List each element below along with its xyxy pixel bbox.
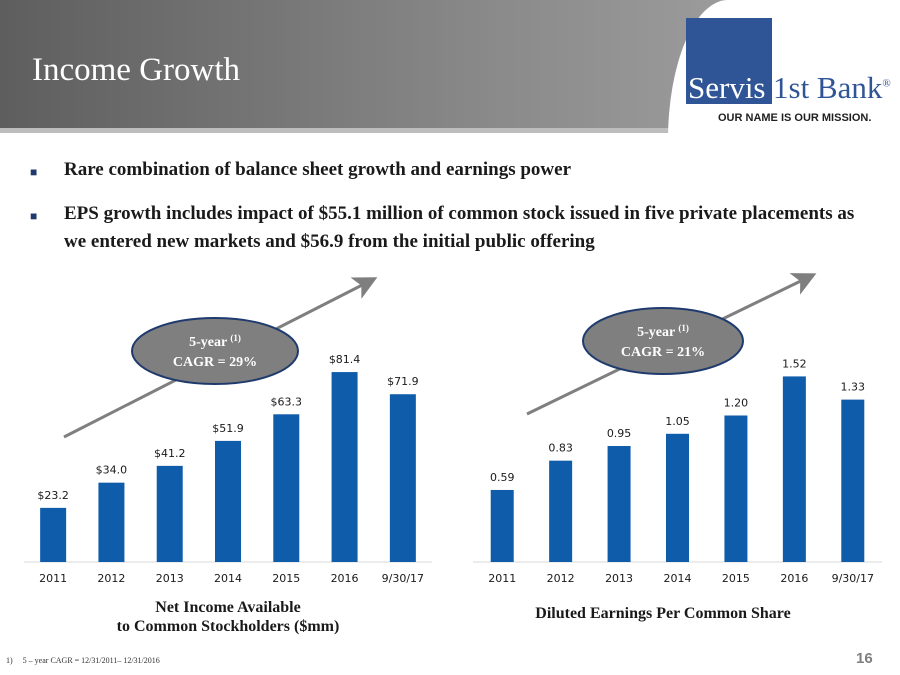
page-number: 16 — [856, 650, 873, 667]
chart2-bar-2014 — [666, 433, 689, 562]
logo-square — [686, 18, 772, 104]
chart2-data-label-9/30/17: 1.33 — [841, 381, 866, 394]
chart2-data-label-2015: 1.20 — [724, 396, 749, 409]
chart1-tick-label-9/30/17: 9/30/17 — [382, 572, 424, 585]
chart2-tick-label-2016: 2016 — [780, 572, 808, 585]
chart2-bar-2016 — [782, 376, 806, 562]
chart1-data-label-2012: $34.0 — [96, 464, 128, 477]
chart2-tick-label-2014: 2014 — [664, 572, 692, 585]
footnote: 1) 5 – year CAGR = 12/31/2011– 12/31/201… — [6, 656, 160, 665]
chart2-bar-2015 — [724, 415, 748, 562]
chart1-data-label-9/30/17: $71.9 — [387, 375, 419, 388]
chart2-data-label-2016: 1.52 — [782, 357, 807, 370]
chart2-cagr-line2: CAGR = 21% — [621, 345, 705, 360]
chart1-cagr-line2: CAGR = 29% — [173, 355, 257, 370]
bullet-square-icon: ■ — [30, 165, 38, 179]
chart2-axis-title-line-1: Diluted Earnings Per Common Share — [535, 605, 790, 622]
logo-name-part1: Servis — [688, 70, 766, 105]
chart1-bar-2016 — [331, 372, 358, 562]
chart1-bar-2011 — [40, 507, 67, 562]
chart1-bar-9/30/17 — [389, 394, 416, 562]
chart2-cagr-line1: 5-year (1) — [637, 323, 689, 340]
chart2-cagr-ellipse — [582, 307, 744, 375]
footnote-marker: 1) — [6, 656, 13, 665]
logo-bank-text: 1st Bank — [773, 70, 883, 105]
chart2-bar-2013 — [607, 446, 631, 562]
chart1-bar-2014 — [215, 440, 241, 562]
chart1-axis-title-line-1: Net Income Available — [155, 599, 300, 616]
chart2-tick-label-2013: 2013 — [605, 572, 633, 585]
chart1-bar-2013 — [156, 465, 183, 562]
chart2-data-label-2014: 1.05 — [665, 415, 690, 428]
registered-mark: ® — [882, 77, 891, 90]
chart2-data-label-2013: 0.95 — [607, 427, 632, 440]
chart2-tick-label-9/30/17: 9/30/17 — [832, 572, 874, 585]
chart1-tick-label-2013: 2013 — [156, 572, 184, 585]
chart1-tick-label-2012: 2012 — [97, 572, 125, 585]
chart2-bar-9/30/17 — [841, 399, 865, 562]
chart1-data-label-2014: $51.9 — [212, 422, 244, 435]
chart2-bar-2011 — [490, 489, 514, 562]
chart2-tick-label-2011: 2011 — [488, 572, 516, 585]
chart1-bar-2015 — [273, 414, 300, 562]
chart2-data-label-2012: 0.83 — [548, 442, 573, 455]
header-divider — [0, 128, 900, 133]
chart1-tick-label-2016: 2016 — [331, 572, 359, 585]
chart1-data-label-2016: $81.4 — [329, 353, 361, 366]
chart2-tick-label-2015: 2015 — [722, 572, 750, 585]
slide-title: Income Growth — [32, 52, 241, 88]
chart1-tick-label-2014: 2014 — [214, 572, 242, 585]
bullet-square-icon: ■ — [30, 209, 38, 223]
chart1-tick-label-2011: 2011 — [39, 572, 67, 585]
chart1-data-label-2015: $63.3 — [271, 395, 303, 408]
chart2-tick-label-2012: 2012 — [547, 572, 575, 585]
chart1-cagr-ellipse — [131, 317, 299, 385]
chart1-tick-label-2015: 2015 — [272, 572, 300, 585]
bullet-text: Rare combination of balance sheet growth… — [64, 159, 572, 180]
chart1-data-label-2011: $23.2 — [37, 489, 69, 502]
chart1-axis-title-line-2: to Common Stockholders ($mm) — [117, 618, 340, 635]
footnote-text: 5 – year CAGR = 12/31/2011– 12/31/2016 — [22, 656, 160, 665]
chart2-data-label-2011: 0.59 — [490, 471, 515, 484]
chart1-data-label-2013: $41.2 — [154, 447, 186, 460]
logo-tagline: OUR NAME IS OUR MISSION. — [718, 112, 872, 124]
chart1-cagr-line1: 5-year (1) — [189, 333, 241, 350]
chart1-bar-2012 — [98, 482, 125, 562]
logo-name-part2: 1st Bank® — [773, 70, 891, 106]
chart2-bar-2012 — [549, 460, 573, 562]
bullet-text: EPS growth includes impact of $55.1 mill… — [64, 203, 855, 252]
